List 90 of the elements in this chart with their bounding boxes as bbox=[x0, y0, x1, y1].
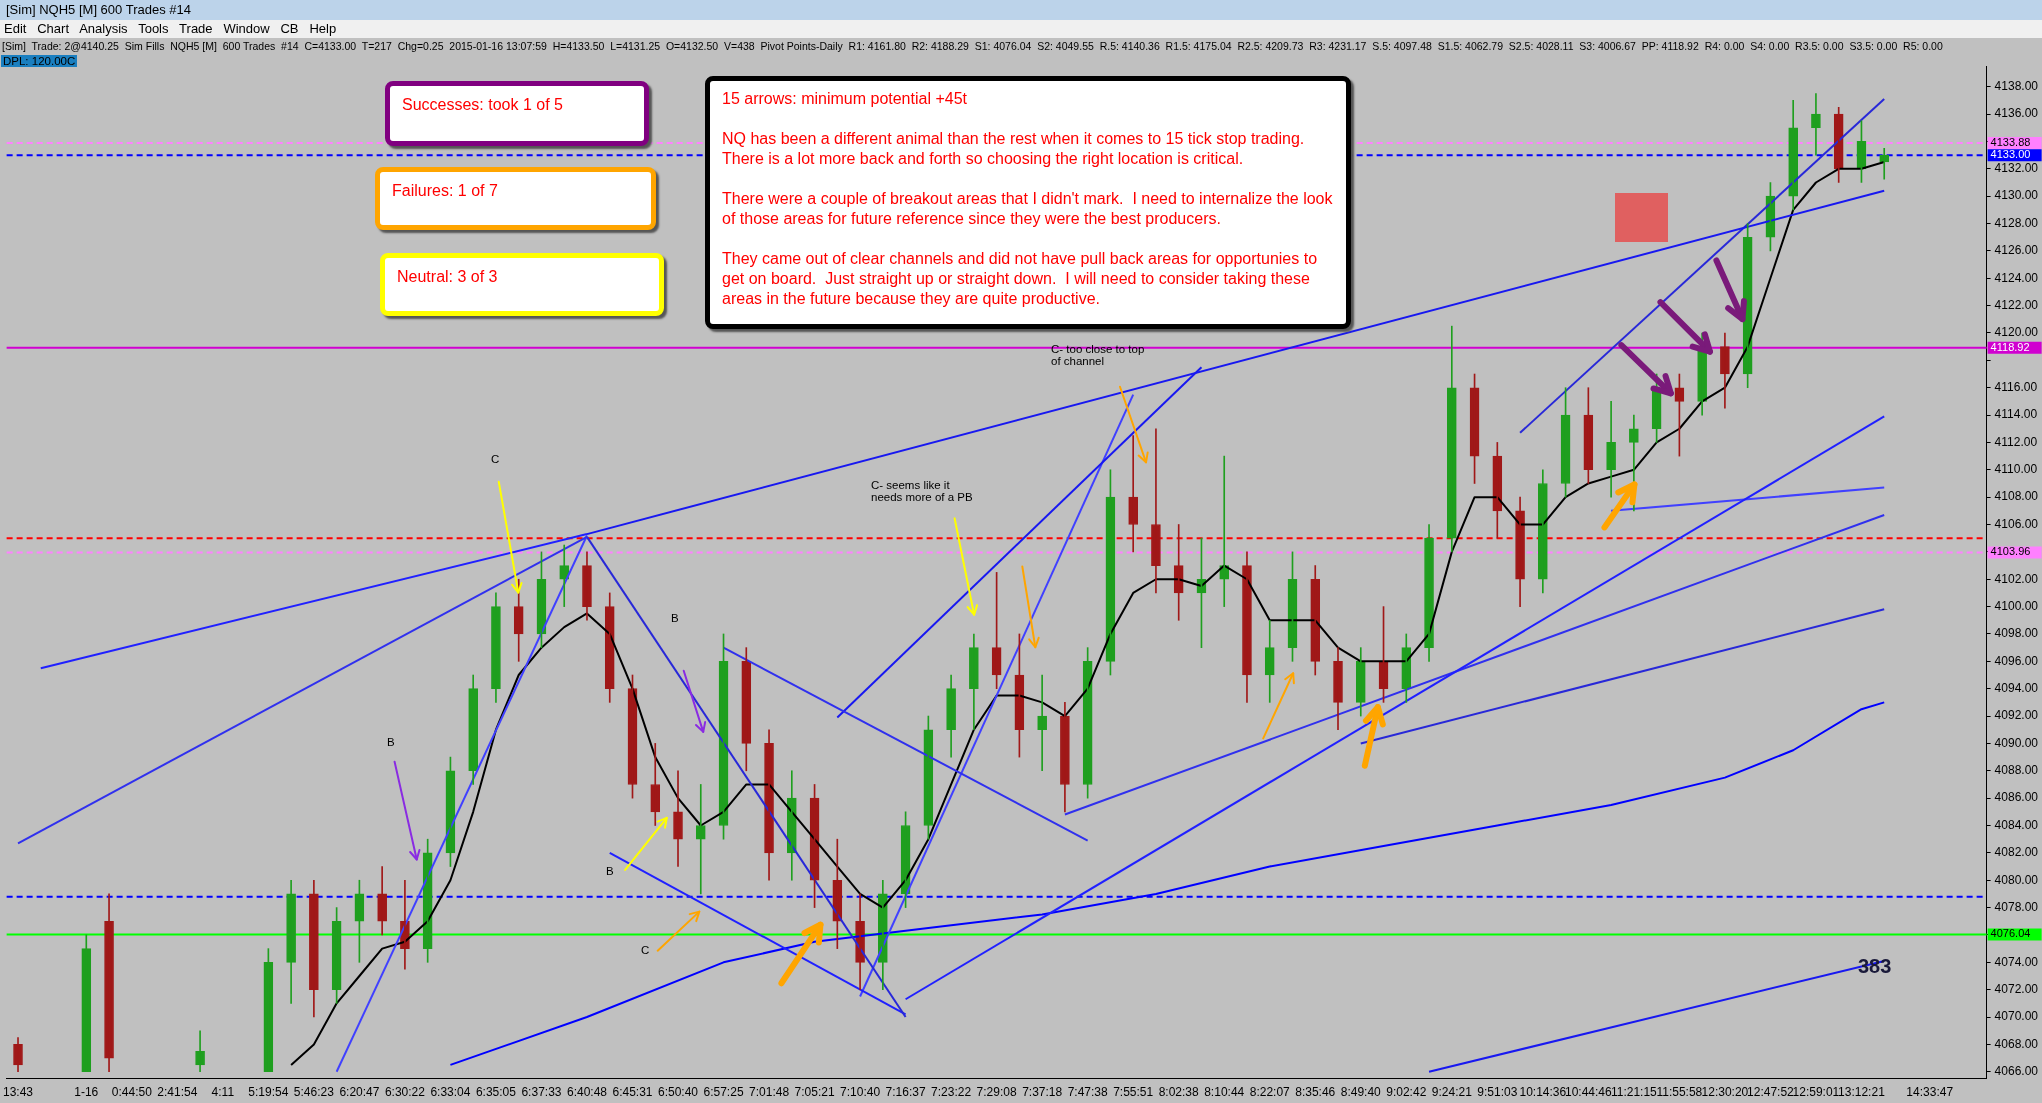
x-tick-label: 6:57:25 bbox=[703, 1085, 744, 1100]
y-tick-label: 4068.00 bbox=[1994, 1036, 2039, 1051]
x-tick-label: 8:22:07 bbox=[1249, 1085, 1291, 1100]
y-tick-label: 4138.00 bbox=[1994, 79, 2039, 94]
chart-subtitle: [Sim] Trade: 2@4140.25 Sim Fills NQH5 [M] 600 Trades #14 C=4133.00 T=217 Chg=0.25 2015-01-16 13:07:59 H=4133.50 L=4131.25 O=4132.50 V=438 Pivot Points-Daily R1: 4161.80 R2: 4188.29 S1: 4076.04 S2: 4049.55 R.5: 4140.36 R1.5: 4175.04 R2.5: 4209.73 R3: 4231.17 S.5: 4097.48 S1.5: 4062.79 S2.5: 4028.11 S3: 4006.67 PP: 4118.92 R4: 0.00 S4: 0.00 R3.5: 0.00 S3.5: 0.00 R5: 0.00 bbox=[1, 39, 1944, 54]
y-tick-label: 4082.00 bbox=[1994, 845, 2039, 860]
y-tick-label: 4136.00 bbox=[1994, 106, 2039, 121]
y-tick-label: 4088.00 bbox=[1994, 763, 2039, 778]
y-tick-label: 4106.00 bbox=[1994, 516, 2039, 531]
x-tick-label: 6:30:22 bbox=[384, 1085, 426, 1100]
annotation: C bbox=[641, 944, 650, 956]
x-tick-label: 4:11 bbox=[211, 1085, 235, 1100]
y-tick-label: 4090.00 bbox=[1994, 735, 2039, 750]
x-tick-label: 9:24:21 bbox=[1431, 1085, 1473, 1100]
x-tick-label: 8:35:46 bbox=[1295, 1085, 1336, 1100]
x-tick-label: 13:12:21 bbox=[1838, 1085, 1886, 1100]
x-tick-label: 8:49:40 bbox=[1340, 1085, 1382, 1100]
text-box: Successes: took 1 of 5 bbox=[385, 81, 649, 146]
y-tick-label: 4066.00 bbox=[1994, 1064, 2039, 1079]
x-tick-label: 7:10:40 bbox=[840, 1085, 881, 1100]
y-tick-label: 4070.00 bbox=[1994, 1009, 2039, 1024]
y-tick-label: 4084.00 bbox=[1994, 817, 2039, 832]
y-tick-label: 4100.00 bbox=[1994, 598, 2039, 613]
x-tick-label: 6:45:31 bbox=[612, 1085, 653, 1100]
x-tick-label: 9:51:03 bbox=[1477, 1085, 1518, 1100]
x-tick-label: 7:47:38 bbox=[1067, 1085, 1108, 1100]
x-tick-label: 1-16 bbox=[74, 1085, 99, 1100]
text-box: Neutral: 3 of 3 bbox=[380, 253, 664, 316]
x-tick-label: 13:43 bbox=[3, 1085, 34, 1100]
y-tick-label: 4108.00 bbox=[1994, 489, 2039, 504]
x-tick-label: 7:16:37 bbox=[885, 1085, 926, 1100]
annotation: C- seems like it needs more of a PB bbox=[871, 479, 973, 503]
ref-line-label: 4133.88 bbox=[1990, 136, 2031, 149]
y-tick-label: 4130.00 bbox=[1994, 188, 2039, 203]
x-tick-label: 2:41:54 bbox=[157, 1085, 198, 1100]
y-tick-label: 4110.00 bbox=[1994, 462, 2038, 477]
x-tick-label: 8:02:38 bbox=[1158, 1085, 1200, 1100]
y-tick-label: 4122.00 bbox=[1994, 297, 2039, 312]
y-tick-label: 4116.00 bbox=[1994, 380, 2038, 395]
x-tick-label: 12:59:01 bbox=[1792, 1085, 1840, 1100]
ref-line-label: 4133.00 bbox=[1990, 148, 2031, 161]
y-tick-label: 4112.00 bbox=[1994, 434, 2038, 449]
x-tick-label: 7:05:21 bbox=[794, 1085, 835, 1100]
x-tick-label: 0:44:50 bbox=[111, 1085, 153, 1100]
x-tick-label: 7:37:18 bbox=[1022, 1085, 1063, 1100]
ref-line-label: 4118.92 bbox=[1990, 340, 2030, 353]
annotation: C bbox=[491, 453, 500, 465]
x-tick-label: 7:01:48 bbox=[749, 1085, 790, 1100]
ref-line-label: 4076.04 bbox=[1990, 927, 2031, 940]
annotation: B bbox=[606, 865, 614, 877]
y-tick-label: 4092.00 bbox=[1994, 708, 2039, 723]
y-tick-label: 4086.00 bbox=[1994, 790, 2039, 805]
annotation: B bbox=[671, 612, 679, 624]
y-tick-label: 4096.00 bbox=[1994, 653, 2039, 668]
y-tick-label: 4094.00 bbox=[1994, 681, 2039, 695]
x-tick-label: 7:29:08 bbox=[976, 1085, 1017, 1100]
x-tick-label: 14:33:47 bbox=[1906, 1085, 1954, 1100]
y-tick-label: 4074.00 bbox=[1994, 954, 2039, 969]
x-tick-label: 5:19:54 bbox=[248, 1085, 289, 1100]
x-tick-label: 6:33:04 bbox=[430, 1085, 471, 1100]
x-tick-label: 10:14:36 bbox=[1519, 1085, 1567, 1100]
y-tick-label: 4126.00 bbox=[1994, 243, 2039, 258]
y-tick-label: 4072.00 bbox=[1994, 981, 2039, 996]
text: Edit Chart Analysis Tools Trade Window CB Help bbox=[0, 20, 2042, 38]
ref-line-label: 4103.96 bbox=[1990, 545, 2031, 558]
y-tick-label: 4078.00 bbox=[1994, 899, 2039, 914]
x-tick-label: 6:20:47 bbox=[339, 1085, 380, 1100]
x-tick-label: 7:55:51 bbox=[1113, 1085, 1154, 1100]
x-tick-label: 6:40:48 bbox=[566, 1085, 608, 1100]
text-box: 15 arrows: minimum potential +45t NQ has been a different animal than the rest when it comes to 15 tick stop trading. There is a lot more back and forth so choosing the right location is critical. There were a couple of breakout areas that I didn't mark. I need to internalize the look of those areas for future reference since they were the best producers. They came out of clear channels and did not have pull back areas for opportunies to get on board. Just straight up or straight down. I will need to consider taking these areas in the future because they are quite productive. bbox=[705, 76, 1351, 329]
x-tick-label: 7:23:22 bbox=[931, 1085, 972, 1100]
y-tick-label: 4124.00 bbox=[1994, 270, 2039, 285]
x-tick-label: 12:30:20 bbox=[1701, 1085, 1749, 1100]
x-tick-label: 6:35:05 bbox=[475, 1085, 517, 1100]
y-tick-label: 4098.00 bbox=[1994, 626, 2039, 641]
x-tick-label: 9:02:42 bbox=[1386, 1085, 1427, 1100]
y-tick-label: 4114.00 bbox=[1994, 407, 2038, 422]
x-tick-label: 6:37:33 bbox=[521, 1085, 562, 1100]
annotation: DPL: 120.00C bbox=[1, 55, 78, 67]
x-tick-label: 6:50:40 bbox=[657, 1085, 699, 1100]
y-tick-label: 4132.00 bbox=[1994, 161, 2039, 176]
y-tick-label: 4120.00 bbox=[1994, 325, 2039, 340]
x-tick-label: 8:10:44 bbox=[1204, 1085, 1245, 1100]
chart-title: [Sim] NQH5 [M] 600 Trades #14 bbox=[0, 0, 2042, 20]
annotation: B bbox=[387, 736, 395, 748]
text-box: Failures: 1 of 7 bbox=[375, 167, 656, 230]
y-tick-label: 4080.00 bbox=[1994, 872, 2039, 887]
y-tick-label: 4128.00 bbox=[1994, 215, 2039, 230]
x-tick-label: 5:46:23 bbox=[293, 1085, 335, 1100]
y-tick-label: 4102.00 bbox=[1994, 571, 2039, 586]
